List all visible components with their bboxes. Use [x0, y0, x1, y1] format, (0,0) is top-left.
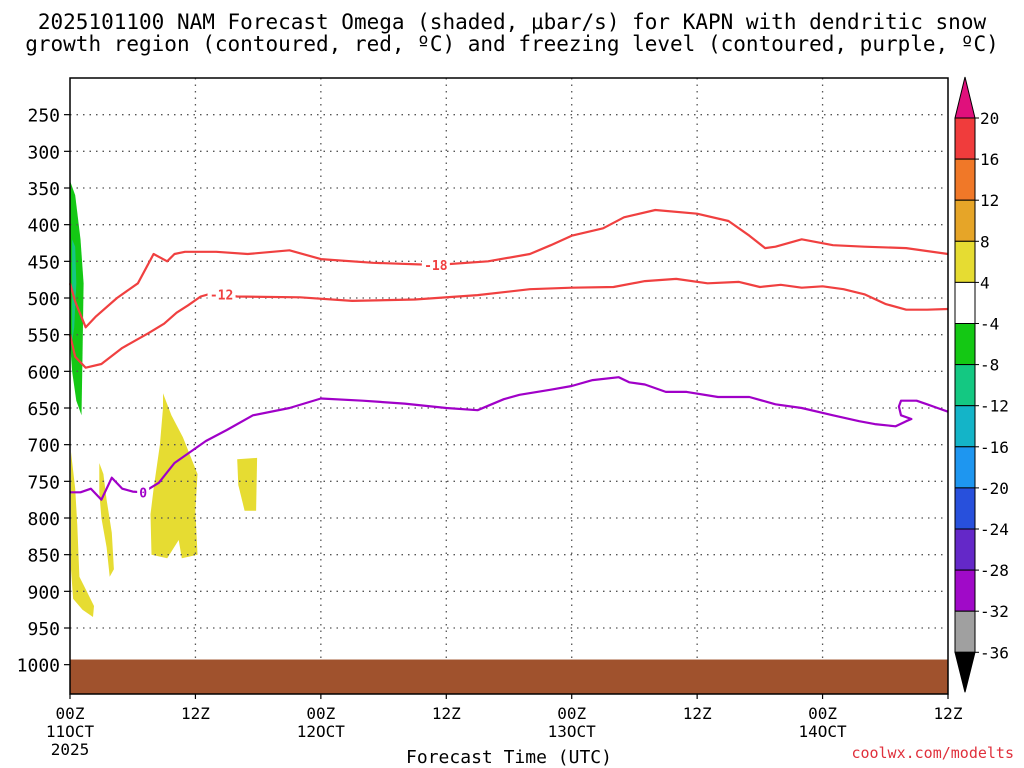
- x-tick-label-24: 00Z: [306, 704, 335, 723]
- x-tick-date-24: 12OCT: [297, 722, 346, 741]
- colorbar-label-6: -8: [980, 356, 999, 375]
- colorbar-swatch-7: [954, 405, 976, 448]
- y-tick-label-250: 250: [27, 106, 60, 127]
- y-tick-label-900: 900: [27, 582, 60, 603]
- x-tick-date-72: 14OCT: [798, 722, 847, 741]
- x-tick-label-60: 12Z: [683, 704, 712, 723]
- colorbar-swatch-6: [954, 364, 976, 407]
- x-tick-label-84: 12Z: [934, 704, 963, 723]
- colorbar-label-9: -20: [980, 479, 1009, 498]
- contour-label--18: -18: [424, 259, 448, 274]
- colorbar-label-8: -16: [980, 438, 1009, 457]
- credit-link[interactable]: coolwx.com/modelts: [851, 744, 1014, 762]
- ground-fill: [70, 659, 948, 694]
- colorbar-top-arrow: [954, 76, 976, 119]
- x-tick-label-0: 00Z: [56, 704, 85, 723]
- contour-label-0: 0: [139, 486, 147, 501]
- chart-title-line-1: 2025101100 NAM Forecast Omega (shaded, µ…: [37, 10, 987, 34]
- y-tick-label-700: 700: [27, 436, 60, 457]
- y-tick-label-400: 400: [27, 216, 60, 237]
- contour-label-bg--12: [207, 287, 236, 302]
- omega-region-2: [71, 452, 94, 617]
- colorbar-swatch-2: [954, 199, 976, 242]
- contour-label-bg-0: [137, 485, 150, 500]
- contour-line--18: [68, 208, 949, 329]
- colorbar-label-7: -12: [980, 397, 1009, 416]
- y-tick-label-650: 650: [27, 399, 60, 420]
- colorbar-swatch-8: [954, 446, 976, 489]
- x-tick-label-12: 12Z: [181, 704, 210, 723]
- y-tick-label-550: 550: [27, 326, 60, 347]
- y-tick-label-600: 600: [27, 362, 60, 383]
- x-axis-label: Forecast Time (UTC): [406, 747, 612, 768]
- colorbar-label-13: -36: [980, 643, 1009, 662]
- colorbar-swatch-5: [954, 323, 976, 366]
- colorbar-label-1: 16: [980, 150, 999, 169]
- colorbar-swatch-1: [954, 158, 976, 201]
- x-tick-date-48: 13OCT: [548, 722, 597, 741]
- colorbar-label-12: -32: [980, 602, 1009, 621]
- y-tick-label-300: 300: [27, 142, 60, 163]
- colorbar-label-2: 12: [980, 191, 999, 210]
- colorbar-label-0: 20: [980, 109, 999, 128]
- colorbar-bottom-arrow: [954, 651, 976, 693]
- colorbar-swatch-9: [954, 487, 976, 530]
- y-tick-label-750: 750: [27, 472, 60, 493]
- colorbar-swatch-11: [954, 569, 976, 612]
- omega-region-1: [72, 239, 77, 342]
- colorbar-label-4: 4: [980, 273, 990, 292]
- x-tick-label-36: 12Z: [432, 704, 461, 723]
- colorbar-swatch-10: [954, 528, 976, 571]
- y-tick-label-800: 800: [27, 509, 60, 530]
- plot-frame: [69, 77, 949, 695]
- contour-label-bg--18: [421, 258, 450, 272]
- chart-title-line-2: growth region (contoured, red, ºC) and f…: [25, 32, 999, 56]
- x-tick-label-48: 00Z: [557, 704, 586, 723]
- colorbar-swatch-0: [954, 117, 976, 160]
- colorbar-label-5: -4: [980, 315, 999, 334]
- colorbar-swatch-3: [954, 240, 976, 283]
- y-tick-label-350: 350: [27, 179, 60, 200]
- y-tick-label-850: 850: [27, 546, 60, 567]
- colorbar-label-10: -24: [980, 520, 1009, 539]
- omega-region-4: [150, 393, 198, 559]
- y-tick-label-450: 450: [27, 252, 60, 273]
- contour-line--12: [68, 277, 949, 369]
- y-tick-label-950: 950: [27, 619, 60, 640]
- contour-label--12: -12: [210, 288, 233, 303]
- y-tick-label-500: 500: [27, 289, 60, 310]
- y-tick-label-1000: 1000: [17, 656, 60, 677]
- x-tick-year-0: 2025: [51, 740, 90, 759]
- colorbar-swatch-12: [954, 610, 976, 653]
- x-tick-date-0: 11OCT: [46, 722, 95, 741]
- omega-region-3: [99, 463, 114, 577]
- colorbar-label-11: -28: [980, 561, 1009, 580]
- colorbar-label-3: 8: [980, 232, 990, 251]
- colorbar-swatch-4: [954, 281, 976, 324]
- x-tick-label-72: 00Z: [808, 704, 837, 723]
- omega-region-5: [237, 457, 258, 511]
- contour-line-0: [70, 376, 949, 501]
